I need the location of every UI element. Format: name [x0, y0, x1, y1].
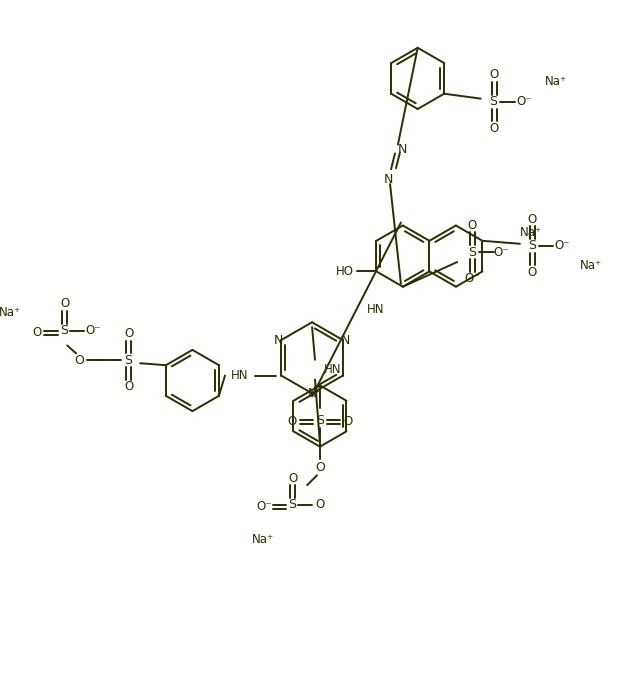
Text: S: S [316, 414, 324, 427]
Text: Na⁺: Na⁺ [580, 259, 602, 272]
Text: O: O [288, 472, 297, 485]
Text: O: O [124, 327, 134, 340]
Text: O: O [490, 68, 498, 82]
Text: O: O [343, 416, 352, 429]
Text: S: S [60, 324, 68, 337]
Text: HN: HN [231, 369, 248, 382]
Text: Na⁺: Na⁺ [545, 75, 567, 88]
Text: O: O [124, 380, 134, 393]
Text: S: S [124, 353, 132, 366]
Text: O: O [315, 461, 325, 474]
Text: N: N [383, 173, 393, 186]
Text: O⁻: O⁻ [494, 246, 509, 259]
Text: N: N [307, 387, 317, 400]
Text: N: N [341, 334, 350, 347]
Text: S: S [468, 246, 476, 259]
Text: N: N [273, 334, 283, 347]
Text: O: O [528, 266, 537, 279]
Text: S: S [288, 499, 297, 512]
Text: O: O [468, 219, 477, 232]
Text: O⁻: O⁻ [465, 273, 480, 286]
Text: O⁻: O⁻ [85, 324, 100, 337]
Text: Na⁺: Na⁺ [251, 533, 274, 546]
Text: O: O [490, 122, 498, 135]
Text: O⁻: O⁻ [555, 239, 570, 252]
Text: O: O [288, 416, 297, 429]
Text: Na⁺: Na⁺ [0, 306, 21, 319]
Text: O⁻: O⁻ [517, 95, 532, 108]
Text: O: O [60, 297, 70, 310]
Text: O: O [528, 212, 537, 225]
Text: O: O [32, 326, 41, 339]
Text: O: O [315, 499, 325, 512]
Text: O⁻: O⁻ [256, 500, 271, 513]
Text: HN: HN [367, 303, 385, 316]
Text: S: S [528, 239, 535, 252]
Text: O: O [74, 353, 84, 366]
Text: Na⁺: Na⁺ [520, 226, 542, 239]
Text: S: S [490, 95, 498, 108]
Text: HN: HN [324, 363, 342, 376]
Text: HO: HO [336, 265, 354, 278]
Text: N: N [398, 143, 408, 156]
